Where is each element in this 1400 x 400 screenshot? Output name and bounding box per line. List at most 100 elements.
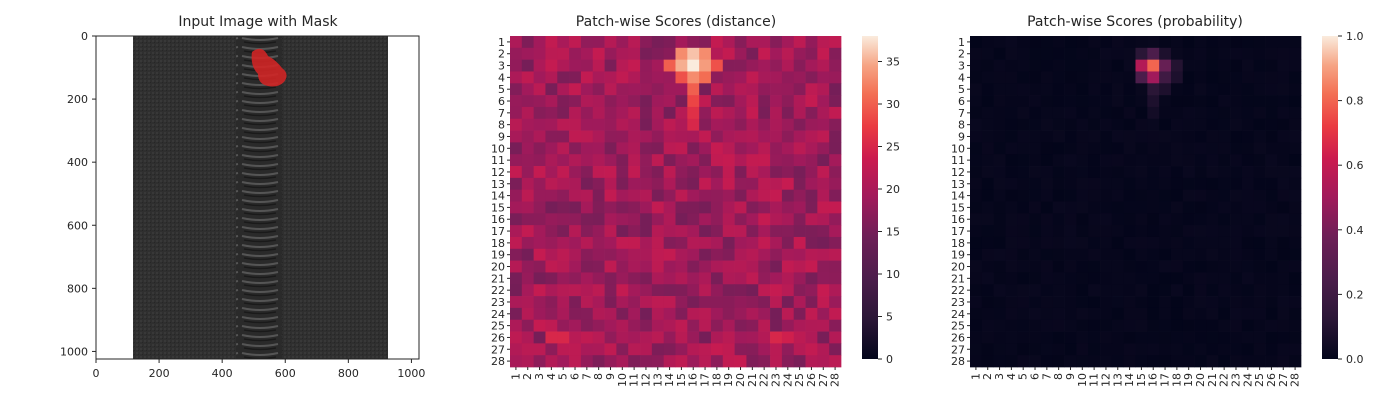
heatmap-cell [640,177,653,191]
heatmap-cell [746,177,759,191]
heatmap-cell [533,260,546,273]
heatmap-cell [817,47,830,60]
heatmap-cell [675,248,688,261]
heatmap-cell [1241,272,1255,285]
x-tick-label: 28 [829,373,842,387]
heatmap-cell [829,71,842,84]
heatmap-cell [1147,71,1160,84]
heatmap-cell [1005,201,1018,214]
heatmap-cell [699,106,712,120]
y-tick-label: 17 [951,225,965,238]
heatmap-cell [1088,177,1101,191]
heatmap-cell [1017,213,1030,226]
heatmap-cell [545,260,558,273]
heatmap-cell [817,189,830,202]
heatmap-cell [1218,106,1231,120]
heatmap-cell [1123,201,1136,214]
heatmap-cell [687,201,700,214]
heatmap-cell [1265,248,1278,261]
heatmap-cell [1017,248,1030,261]
heatmap-cell [770,284,783,297]
heatmap-cell [970,343,983,356]
heatmap-cell [1230,248,1243,261]
heatmap-cell [1159,213,1172,226]
heatmap-cell [580,284,594,297]
heatmap-cell [616,296,629,309]
heatmap-cell [510,213,523,226]
heatmap-cell [1182,296,1195,309]
heatmap-cell [722,284,735,297]
y-tick-label: 13 [491,178,505,191]
heatmap-cell [1029,213,1042,226]
heatmap-cell [1230,272,1243,285]
heatmap-cell [663,343,676,356]
heatmap-cell [1241,343,1255,356]
heatmap-cell [1111,248,1125,261]
heatmap-cell [663,36,676,49]
heatmap-cell [970,71,983,84]
heatmap-cell [710,307,724,321]
heatmap-cell [545,355,558,368]
heatmap-cell [651,296,665,309]
heatmap-cell [699,47,712,60]
colorbar-tick-label: 15 [886,226,900,239]
heatmap-cell [533,284,546,297]
heatmap-cell [1147,296,1160,309]
heatmap-cell [1159,177,1172,191]
heatmap-cell [1088,166,1101,179]
heatmap-cell [1052,106,1065,120]
heatmap-cell [1170,166,1184,179]
heatmap-cell [758,201,771,214]
heatmap-cell [970,59,983,72]
heatmap-cell [1017,189,1030,202]
heatmap-cell [805,225,818,238]
heatmap-cell [687,260,700,273]
heatmap-cell [675,319,688,332]
heatmap-cell [675,296,688,309]
heatmap-cell [1017,355,1030,368]
heatmap-cell [1159,284,1172,297]
heatmap-cell [722,118,735,131]
heatmap-cell [1029,236,1042,250]
heatmap-cell [1218,154,1231,167]
heatmap-cell [746,260,759,273]
heatmap-cell [521,343,534,356]
heatmap-cell [1040,236,1054,250]
y-tick-label: 1 [498,36,505,49]
heatmap-cell [746,307,759,321]
heatmap-cell [651,36,665,49]
heatmap-cell [981,296,994,309]
heatmap-cell [1289,59,1302,72]
heatmap-cell [580,71,594,84]
heatmap-cell [993,343,1006,356]
heatmap-cell [1111,118,1125,131]
heatmap-cell [829,343,842,356]
heatmap-cell [1182,331,1195,344]
heatmap-cell [1206,118,1219,131]
heatmap-cell [1040,331,1054,344]
heatmap-cell [970,47,983,60]
heatmap-cell [1135,260,1148,273]
heatmap-cell [533,71,546,84]
heatmap-cell [1265,36,1278,49]
heatmap-cell [1052,95,1065,108]
heatmap-cell [1218,272,1231,285]
heatmap-cell [640,296,653,309]
heatmap-cell [1135,319,1148,332]
heatmap-cell [981,47,994,60]
heatmap-cell [1241,213,1255,226]
heatmap-cell [640,154,653,167]
heatmap-cell [746,236,759,250]
heatmap-cell [710,225,724,238]
heatmap-cell [734,307,747,321]
heatmap-cell [1052,225,1065,238]
heatmap-cell [1064,118,1077,131]
heatmap-cell [640,83,653,96]
heatmap-cell [533,83,546,96]
heatmap-cell [569,225,582,238]
heatmap-cell [734,272,747,285]
heatmap-cell [746,225,759,238]
heatmap-cell [1289,201,1302,214]
heatmap-cell [1088,118,1101,131]
heatmap-cell [781,260,795,273]
